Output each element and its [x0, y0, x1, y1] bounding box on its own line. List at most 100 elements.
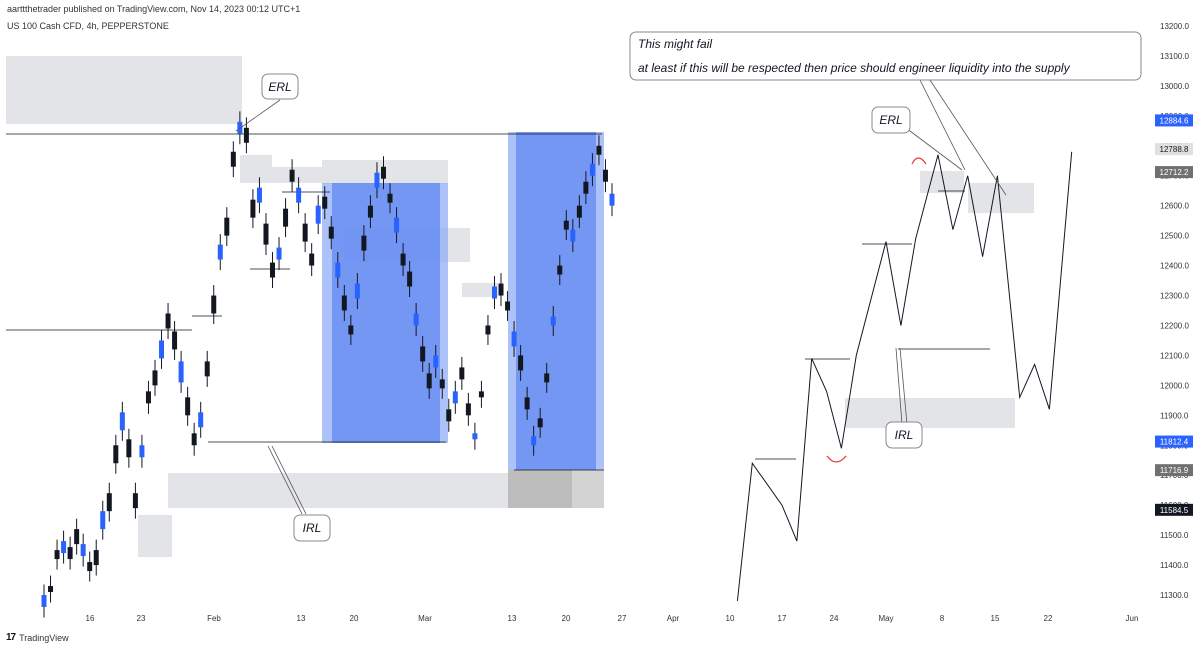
zone-feb-mid	[268, 167, 328, 183]
x-tick-label: 17	[778, 614, 787, 623]
x-tick-label: 20	[350, 614, 359, 623]
irl-label-right: IRL	[895, 428, 914, 442]
red-arc-top	[911, 157, 927, 165]
candle-body	[283, 208, 289, 227]
published-info: aarttthetrader published on TradingView.…	[7, 4, 301, 14]
y-tick-label: 11900.0	[1160, 411, 1189, 420]
erl-label-left: ERL	[268, 80, 291, 94]
y-tick-label: 11400.0	[1160, 561, 1189, 570]
x-tick-label: 13	[508, 614, 517, 623]
y-tick-label: 13100.0	[1160, 52, 1189, 61]
candle-body	[400, 253, 406, 266]
price-tag-bg	[1155, 166, 1193, 179]
y-tick-label: 12400.0	[1160, 262, 1189, 271]
candle-body	[315, 205, 321, 224]
candle-body	[433, 355, 439, 368]
zone-mar	[462, 283, 498, 297]
candle-body	[198, 412, 204, 428]
candle-body	[485, 325, 491, 335]
candle-body	[472, 433, 478, 440]
y-tick-label: 12300.0	[1160, 292, 1189, 301]
candle-body	[550, 316, 556, 326]
candle-body	[165, 313, 171, 329]
irl-callout-left: IRL	[267, 445, 331, 542]
candle-body	[465, 403, 471, 416]
candle-body	[139, 445, 145, 458]
candle-body	[576, 205, 582, 218]
candle-body	[407, 271, 413, 287]
y-tick-label: 12100.0	[1160, 351, 1189, 360]
price-tag-bg	[1155, 143, 1193, 156]
zone-proj-low	[845, 398, 1015, 428]
candle-body	[74, 529, 80, 545]
zone-low-dark	[508, 470, 572, 508]
candle-body	[518, 355, 524, 371]
range-box-2-inner	[516, 132, 596, 470]
candle-body	[394, 217, 400, 233]
candle-body	[491, 286, 497, 299]
candle-body	[348, 325, 354, 335]
projection-path	[736, 151, 1073, 602]
candle-body	[354, 283, 360, 299]
erl-callout-right: ERL	[871, 106, 963, 171]
price-tag-label: 11584.5	[1160, 506, 1189, 515]
candle-body	[478, 391, 484, 398]
candle-body	[224, 217, 230, 236]
candle-body	[524, 397, 530, 410]
candle-body	[583, 181, 589, 194]
candle-body	[420, 346, 426, 362]
x-tick-label: 8	[940, 614, 945, 623]
candle-body	[41, 595, 47, 608]
x-tick-label: 15	[991, 614, 1000, 623]
price-tag-label: 12788.8	[1160, 145, 1189, 154]
candle-body	[309, 253, 315, 266]
price-tag-label: 11716.9	[1160, 466, 1189, 475]
candle-body	[302, 223, 308, 242]
candle-body	[256, 187, 262, 203]
candle-body	[602, 169, 608, 182]
candle-body	[563, 220, 569, 230]
footer-brand-text: TradingView	[19, 632, 69, 643]
candle-body	[270, 262, 276, 278]
candle-body	[361, 235, 367, 251]
price-tag-label: 12712.2	[1160, 168, 1189, 177]
price-tag-bg	[1155, 114, 1193, 127]
candle-body	[217, 244, 223, 260]
candle-body	[48, 586, 54, 593]
candle-body	[426, 373, 432, 389]
time-axis[interactable]: 16 23 Feb 13 20 Mar 13 20 27 Apr 10 17 24 May 8 15 22 Jun	[86, 614, 1139, 623]
candle-body	[178, 361, 184, 383]
zone-low-mid	[572, 470, 604, 508]
symbol-title: US 100 Cash CFD, 4h, PEPPERSTONE	[7, 21, 169, 31]
y-tick-label: 12000.0	[1160, 381, 1189, 390]
zone-feb-top	[240, 155, 272, 183]
candle-body	[172, 331, 178, 350]
candle-body	[211, 295, 217, 314]
tradingview-logo-icon: 17	[6, 632, 16, 643]
y-tick-label: 13000.0	[1160, 82, 1189, 91]
liquidity-lines	[6, 133, 604, 471]
y-tick-label: 12200.0	[1160, 321, 1189, 330]
candle-body	[498, 283, 504, 296]
candle-body	[230, 151, 236, 167]
candle-body	[413, 313, 419, 326]
candle-body	[93, 550, 99, 566]
price-tags: 12884.6 12788.8 12712.2 11812.4 11716.9 11584…	[1155, 114, 1193, 516]
zone-topleft	[6, 56, 242, 124]
candle-body	[67, 547, 73, 560]
candle-body	[54, 550, 60, 560]
candle-body	[204, 361, 210, 377]
candle-body	[263, 223, 269, 245]
candle-body	[100, 511, 106, 530]
price-tag-bg	[1155, 503, 1193, 516]
candle-body	[374, 172, 380, 188]
irl-callout-right: IRL	[885, 347, 923, 449]
y-tick-label: 12600.0	[1160, 202, 1189, 211]
erl-callout-left: ERL	[235, 73, 299, 132]
candle-body	[387, 193, 393, 203]
candle-body	[328, 226, 334, 239]
candle-body	[132, 493, 138, 509]
candle-body	[367, 205, 373, 218]
candle-body	[296, 187, 302, 203]
